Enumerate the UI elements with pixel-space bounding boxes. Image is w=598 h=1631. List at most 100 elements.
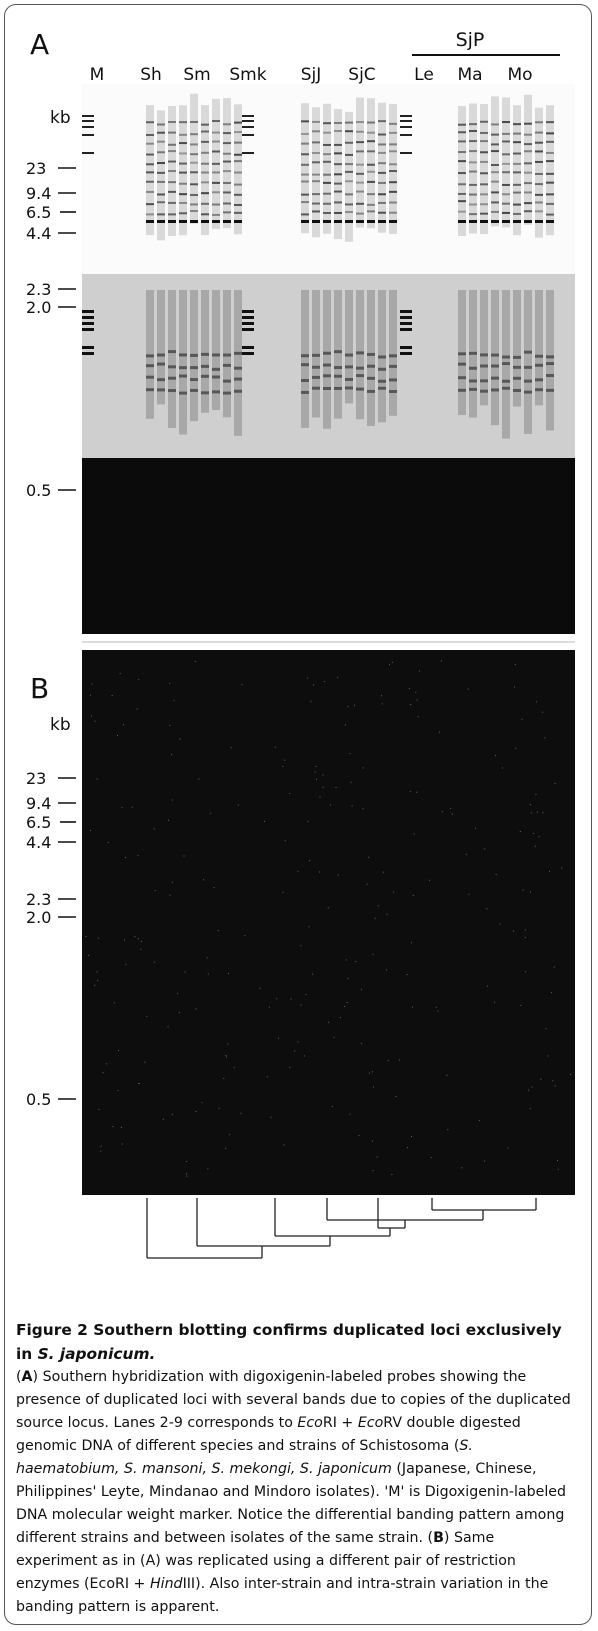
speckle xyxy=(524,937,526,939)
gel-band xyxy=(223,202,231,205)
gel-band xyxy=(146,171,154,174)
gel-band xyxy=(458,192,466,195)
speckle xyxy=(169,894,171,896)
speckle xyxy=(140,940,142,942)
speckle xyxy=(311,973,313,975)
speckle xyxy=(120,1126,122,1128)
gel-band xyxy=(513,152,521,155)
gel-band xyxy=(168,131,176,134)
gel-band xyxy=(179,182,187,185)
speckle xyxy=(391,1173,393,1175)
speckle xyxy=(177,992,179,994)
gel-band xyxy=(535,160,543,163)
gel-band xyxy=(502,162,510,165)
lane-smear-mid xyxy=(168,290,176,428)
gel-band xyxy=(378,171,386,174)
gel-band xyxy=(458,362,466,366)
speckle xyxy=(534,845,536,847)
gel-band xyxy=(323,386,331,390)
gel-band xyxy=(356,121,364,124)
speckle xyxy=(461,1167,463,1169)
speckle xyxy=(446,1074,448,1076)
lane-smear-mid xyxy=(491,290,499,426)
speckle xyxy=(418,670,420,672)
speckle xyxy=(91,683,93,685)
ladder-band xyxy=(242,115,254,117)
gel-band xyxy=(234,366,242,370)
gel-band xyxy=(146,180,154,183)
gel-band xyxy=(190,220,198,223)
gel-band xyxy=(179,366,187,370)
gel-band xyxy=(312,180,320,183)
speckle xyxy=(347,706,349,708)
gel-band xyxy=(378,367,386,371)
gel-band xyxy=(513,132,521,135)
speckle xyxy=(315,778,317,780)
gel-band xyxy=(389,131,397,134)
gel-band xyxy=(389,190,397,193)
ladder-band xyxy=(82,152,94,154)
speckle xyxy=(468,893,470,895)
gel-band xyxy=(535,131,543,134)
gel-band xyxy=(223,132,231,135)
caption-text: B xyxy=(433,1530,444,1546)
size-marker-label: 2.0 xyxy=(26,908,51,927)
gel-band xyxy=(179,162,187,165)
speckle xyxy=(451,813,453,815)
panel-label: B xyxy=(30,672,49,705)
size-marker-label: 9.4 xyxy=(26,794,51,813)
speckle xyxy=(519,830,521,832)
speckle xyxy=(144,1061,146,1063)
gel-band xyxy=(334,201,342,204)
gel-band xyxy=(168,350,176,354)
speckle xyxy=(412,894,414,896)
speckle xyxy=(195,1110,197,1112)
gel-band xyxy=(513,220,521,223)
gel-band xyxy=(201,391,209,395)
lane-smear-mid xyxy=(367,290,375,426)
gel-band xyxy=(223,379,231,383)
gel-band xyxy=(190,210,198,213)
gel-band xyxy=(323,202,331,205)
gel-band xyxy=(312,141,320,144)
speckle xyxy=(389,664,391,666)
speckle xyxy=(266,1076,268,1078)
speckle xyxy=(416,791,418,793)
speckle xyxy=(111,695,113,697)
gel-band xyxy=(212,203,220,206)
speckle xyxy=(294,1050,296,1052)
speckle xyxy=(435,1006,437,1008)
gel-band xyxy=(234,351,242,355)
speckle xyxy=(535,701,537,703)
ladder-band xyxy=(242,352,254,355)
gel-band xyxy=(212,220,220,223)
gel-band xyxy=(513,141,521,144)
gel-band xyxy=(524,122,532,125)
gel-band xyxy=(146,364,154,368)
gel-band xyxy=(546,151,554,154)
speckle xyxy=(289,792,291,794)
speckle xyxy=(207,1168,209,1170)
lane-label: SjJ xyxy=(301,65,322,85)
speckle xyxy=(310,700,312,702)
speckle xyxy=(531,1086,533,1088)
speckle xyxy=(417,716,419,718)
lane-smear xyxy=(535,107,543,238)
gel-band xyxy=(524,202,532,205)
speckle xyxy=(307,820,309,822)
gel-band xyxy=(469,123,477,126)
gel-band xyxy=(502,193,510,196)
gel-band xyxy=(546,202,554,205)
speckle xyxy=(107,841,109,843)
gel-band xyxy=(491,133,499,136)
speckle xyxy=(382,871,384,873)
gel-band xyxy=(502,140,510,143)
speckle xyxy=(140,948,142,950)
lane-label: Le xyxy=(414,65,434,85)
lane-smear xyxy=(356,97,364,228)
speckle xyxy=(123,724,125,726)
speckle xyxy=(136,708,138,710)
gel-band xyxy=(146,142,154,145)
gel-band xyxy=(378,133,386,136)
speckle xyxy=(102,1072,104,1074)
